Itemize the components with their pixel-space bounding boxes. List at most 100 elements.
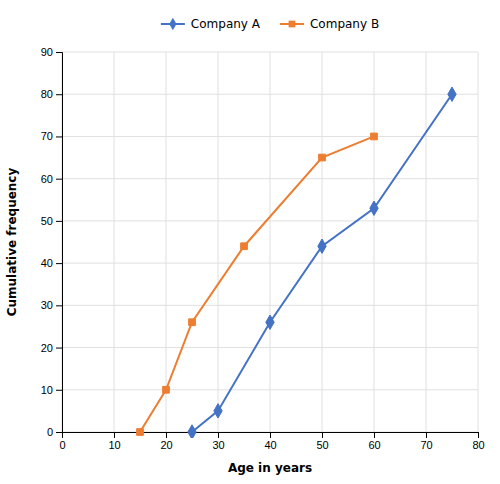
x-axis-tick-label: 30 xyxy=(212,439,224,451)
grid-line-x xyxy=(270,52,271,432)
y-axis-tick-label: 20 xyxy=(41,342,53,354)
grid-line-x xyxy=(218,52,219,432)
y-axis-tick-mark xyxy=(56,348,62,349)
legend-item: Company A xyxy=(161,17,261,31)
y-axis-tick-label: 90 xyxy=(41,46,53,58)
y-axis-tick-label: 0 xyxy=(47,426,53,438)
y-axis-tick-mark xyxy=(56,52,62,53)
grid-line-y xyxy=(62,94,478,95)
grid-line-x xyxy=(478,52,479,432)
grid-line-y xyxy=(62,136,478,137)
x-axis-tick-mark xyxy=(270,432,271,438)
series-line xyxy=(192,94,452,432)
x-axis-tick-label: 0 xyxy=(59,439,65,451)
x-axis-tick-label: 50 xyxy=(316,439,328,451)
series-marker xyxy=(318,239,326,253)
y-axis-tick-label: 10 xyxy=(41,384,53,396)
y-axis-tick-mark xyxy=(56,136,62,137)
x-axis-tick-mark xyxy=(374,432,375,438)
x-axis-tick-mark xyxy=(218,432,219,438)
y-axis-tick-mark xyxy=(56,221,62,222)
series-marker xyxy=(241,243,248,250)
series-marker xyxy=(448,87,456,101)
y-axis-tick: 90 xyxy=(41,46,62,58)
y-axis-tick-mark xyxy=(56,432,62,433)
x-axis: 0 10 20 30 40 50 60 70 80 xyxy=(59,432,484,451)
y-axis-tick: 60 xyxy=(41,173,62,185)
x-axis-tick-label: 10 xyxy=(108,439,120,451)
x-axis-tick: 30 xyxy=(212,432,224,451)
x-axis-tick-mark xyxy=(166,432,167,438)
y-axis-tick: 30 xyxy=(41,299,62,311)
series-marker xyxy=(319,154,326,161)
x-axis-tick: 10 xyxy=(108,432,120,451)
x-axis-title: Age in years xyxy=(228,461,312,475)
x-axis-line xyxy=(63,433,479,439)
x-axis-tick: 20 xyxy=(160,432,172,451)
x-axis-tick-label: 60 xyxy=(368,439,380,451)
grid-line-x xyxy=(426,52,427,432)
y-axis: 0 10 20 30 40 50 60 70 80 90 xyxy=(41,46,63,438)
series-marker xyxy=(189,319,196,326)
chart: 0 10 20 30 40 50 60 70 80 0 10 20 30 40 50 60 70 80 90 Age … xyxy=(0,0,500,484)
grid-line-y xyxy=(62,263,478,264)
series-marker xyxy=(370,201,378,215)
y-axis-tick: 10 xyxy=(41,384,62,396)
x-axis-tick: 0 xyxy=(59,432,65,451)
y-axis-tick: 0 xyxy=(47,426,62,438)
y-axis-tick-label: 50 xyxy=(41,215,53,227)
plot-area: 0 10 20 30 40 50 60 70 80 0 10 20 30 40 50 60 70 80 90 xyxy=(41,46,485,451)
y-axis-tick: 40 xyxy=(41,257,62,269)
x-axis-tick: 40 xyxy=(264,432,276,451)
y-axis-tick-mark xyxy=(56,305,62,306)
grid-line-y xyxy=(62,52,478,53)
x-axis-tick: 80 xyxy=(472,432,484,451)
grid-line-y xyxy=(62,305,478,306)
series-marker xyxy=(137,429,144,436)
series-marker xyxy=(214,404,222,418)
legend-label: Company A xyxy=(191,17,261,31)
x-axis-tick: 50 xyxy=(316,432,328,451)
series-line xyxy=(140,136,374,432)
x-axis-tick-label: 70 xyxy=(420,439,432,451)
x-axis-tick-mark xyxy=(322,432,323,438)
series-group xyxy=(137,87,457,438)
x-axis-tick-mark xyxy=(426,432,427,438)
x-axis-tick: 70 xyxy=(420,432,432,451)
y-axis-tick: 80 xyxy=(41,88,62,100)
x-axis-tick-label: 40 xyxy=(264,439,276,451)
grid-line-x xyxy=(166,52,167,432)
y-axis-tick: 70 xyxy=(41,130,62,142)
series-marker xyxy=(371,133,378,140)
x-axis-tick: 60 xyxy=(368,432,380,451)
legend-marker xyxy=(169,18,176,30)
series-marker xyxy=(188,425,196,438)
x-axis-tick-label: 80 xyxy=(472,439,484,451)
legend: Company A Company B xyxy=(161,17,379,31)
legend-label: Company B xyxy=(310,17,379,31)
y-axis-title: Cumulative frequency xyxy=(5,168,19,317)
grid-line-x xyxy=(374,52,375,432)
y-axis-tick-label: 70 xyxy=(41,130,53,142)
y-axis-tick-label: 40 xyxy=(41,257,53,269)
grid-line-y xyxy=(62,347,478,348)
x-axis-tick-label: 20 xyxy=(160,439,172,451)
grid-line-y xyxy=(62,178,478,179)
y-axis-tick: 20 xyxy=(41,342,62,354)
y-axis-tick-label: 80 xyxy=(41,88,53,100)
y-axis-tick: 50 xyxy=(41,215,62,227)
y-axis-tick-label: 60 xyxy=(41,173,53,185)
grid-line-y xyxy=(62,220,478,221)
x-axis-tick-mark xyxy=(478,432,479,438)
y-axis-tick-label: 30 xyxy=(41,299,53,311)
legend-marker xyxy=(289,21,296,28)
legend-item: Company B xyxy=(280,17,379,31)
x-axis-tick-mark xyxy=(114,432,115,438)
y-axis-tick-mark xyxy=(56,94,62,95)
y-axis-tick-mark xyxy=(56,390,62,391)
y-axis-line xyxy=(56,53,63,433)
y-axis-tick-mark xyxy=(56,263,62,264)
grid-line-x xyxy=(114,52,115,432)
y-axis-tick-mark xyxy=(56,179,62,180)
grid xyxy=(62,52,478,432)
